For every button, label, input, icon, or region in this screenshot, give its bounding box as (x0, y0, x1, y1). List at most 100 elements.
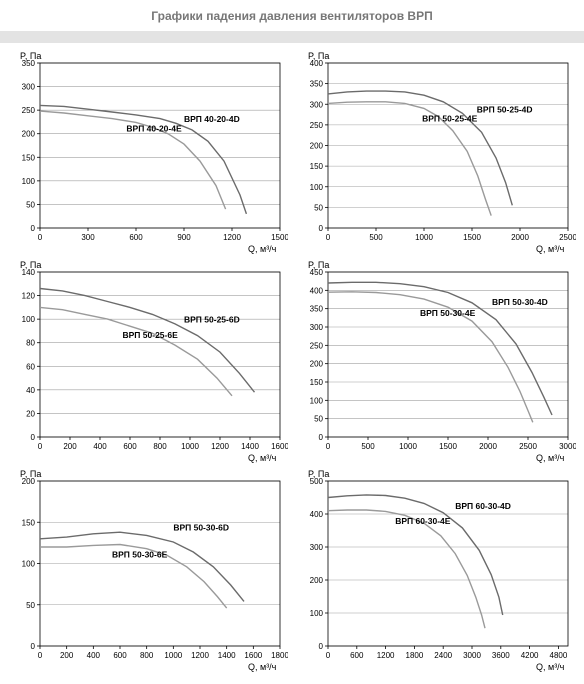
ytick-label: 100 (310, 183, 324, 192)
ytick-label: 250 (22, 106, 36, 115)
series-label: ВРП 60-30-4D (455, 501, 511, 511)
xtick-label: 1600 (244, 651, 262, 660)
xtick-label: 2500 (519, 442, 537, 451)
xtick-label: 0 (326, 442, 331, 451)
ytick-label: 300 (310, 323, 324, 332)
xtick-label: 1200 (211, 442, 229, 451)
xtick-label: 800 (140, 651, 154, 660)
xtick-label: 400 (93, 442, 107, 451)
ytick-label: 0 (31, 224, 36, 233)
xtick-label: 600 (113, 651, 127, 660)
series-label: ВРП 50-25-4E (422, 114, 478, 124)
series-label: ВРП 50-25-4D (477, 105, 533, 115)
ytick-label: 0 (31, 642, 36, 651)
chart-panel: 0501001502000200400600800100012001400160… (6, 467, 290, 672)
ytick-label: 150 (310, 162, 324, 171)
ytick-label: 100 (22, 560, 36, 569)
ytick-label: 50 (26, 601, 35, 610)
xtick-label: 2000 (511, 233, 529, 242)
xtick-label: 4800 (550, 651, 568, 660)
page-title: Графики падения давления вентиляторов ВР… (0, 0, 584, 31)
xtick-label: 1800 (271, 651, 288, 660)
ytick-label: 100 (22, 315, 36, 324)
xtick-label: 4200 (521, 651, 539, 660)
chart-panel: 0501001502002503003504004500500100015002… (294, 258, 578, 463)
ytick-label: 150 (310, 378, 324, 387)
xtick-label: 500 (369, 233, 383, 242)
xtick-label: 1200 (377, 651, 395, 660)
xtick-label: 300 (81, 233, 95, 242)
decor-band (0, 31, 584, 43)
xtick-label: 3600 (492, 651, 510, 660)
ytick-label: 200 (310, 142, 324, 151)
xtick-label: 2000 (479, 442, 497, 451)
curve-0 (40, 532, 244, 601)
ytick-label: 300 (22, 83, 36, 92)
xtick-label: 600 (123, 442, 137, 451)
ytick-label: 0 (31, 433, 36, 442)
xtick-label: 0 (38, 651, 43, 660)
xtick-label: 1400 (241, 442, 259, 451)
xtick-label: 600 (129, 233, 143, 242)
ytick-label: 400 (310, 286, 324, 295)
series-label: ВРП 50-30-6D (173, 523, 229, 533)
ytick-label: 100 (310, 396, 324, 405)
xtick-label: 0 (38, 442, 43, 451)
xtick-label: 1200 (223, 233, 241, 242)
chart-c50-25-4: 0501001502002503003504000500100015002000… (294, 49, 576, 254)
xtick-label: 1000 (164, 651, 182, 660)
xlabel: Q, м³/ч (248, 244, 277, 254)
ytick-label: 0 (319, 224, 324, 233)
ylabel: P, Па (308, 469, 329, 479)
ylabel: P, Па (308, 260, 329, 270)
ytick-label: 0 (319, 433, 324, 442)
xtick-label: 1400 (218, 651, 236, 660)
xtick-label: 900 (177, 233, 191, 242)
series-label: ВРП 50-30-6E (112, 550, 168, 560)
ytick-label: 350 (310, 305, 324, 314)
xtick-label: 1500 (439, 442, 457, 451)
ytick-label: 300 (310, 100, 324, 109)
ytick-label: 40 (26, 386, 35, 395)
ytick-label: 150 (22, 153, 36, 162)
ytick-label: 120 (22, 292, 36, 301)
series-label: ВРП 50-25-6E (123, 330, 179, 340)
ylabel: P, Па (20, 260, 41, 270)
curve-0 (40, 289, 255, 393)
ytick-label: 100 (310, 609, 324, 618)
series-label: ВРП 50-25-6D (184, 315, 240, 325)
xtick-label: 0 (38, 233, 43, 242)
xtick-label: 800 (153, 442, 167, 451)
xtick-label: 1200 (191, 651, 209, 660)
xtick-label: 1000 (181, 442, 199, 451)
xtick-label: 2500 (559, 233, 576, 242)
ylabel: P, Па (20, 469, 41, 479)
chart-c50-30-4: 0501001502002503003504004500500100015002… (294, 258, 576, 463)
xtick-label: 2400 (434, 651, 452, 660)
ytick-label: 20 (26, 409, 35, 418)
chart-panel: 0204060801001201400200400600800100012001… (6, 258, 290, 463)
xtick-label: 200 (63, 442, 77, 451)
ytick-label: 60 (26, 362, 35, 371)
series-label: ВРП 40-20-4D (184, 114, 240, 124)
ytick-label: 0 (319, 642, 324, 651)
ytick-label: 50 (314, 203, 323, 212)
ytick-label: 200 (22, 130, 36, 139)
chart-panel: 0501001502002503003504000500100015002000… (294, 49, 578, 254)
curve-0 (328, 495, 503, 615)
ytick-label: 250 (310, 121, 324, 130)
ytick-label: 50 (26, 200, 35, 209)
xtick-label: 3000 (463, 651, 481, 660)
xtick-label: 0 (326, 651, 331, 660)
ytick-label: 150 (22, 518, 36, 527)
xtick-label: 500 (361, 442, 375, 451)
xlabel: Q, м³/ч (248, 662, 277, 672)
ytick-label: 250 (310, 341, 324, 350)
chart-c60-30-4: 0100200300400500060012001800240030003600… (294, 467, 576, 672)
chart-c50-25-6: 0204060801001201400200400600800100012001… (6, 258, 288, 463)
xtick-label: 600 (350, 651, 364, 660)
xtick-label: 1500 (463, 233, 481, 242)
ytick-label: 400 (310, 510, 324, 519)
ylabel: P, Па (20, 51, 41, 61)
xlabel: Q, м³/ч (536, 244, 565, 254)
